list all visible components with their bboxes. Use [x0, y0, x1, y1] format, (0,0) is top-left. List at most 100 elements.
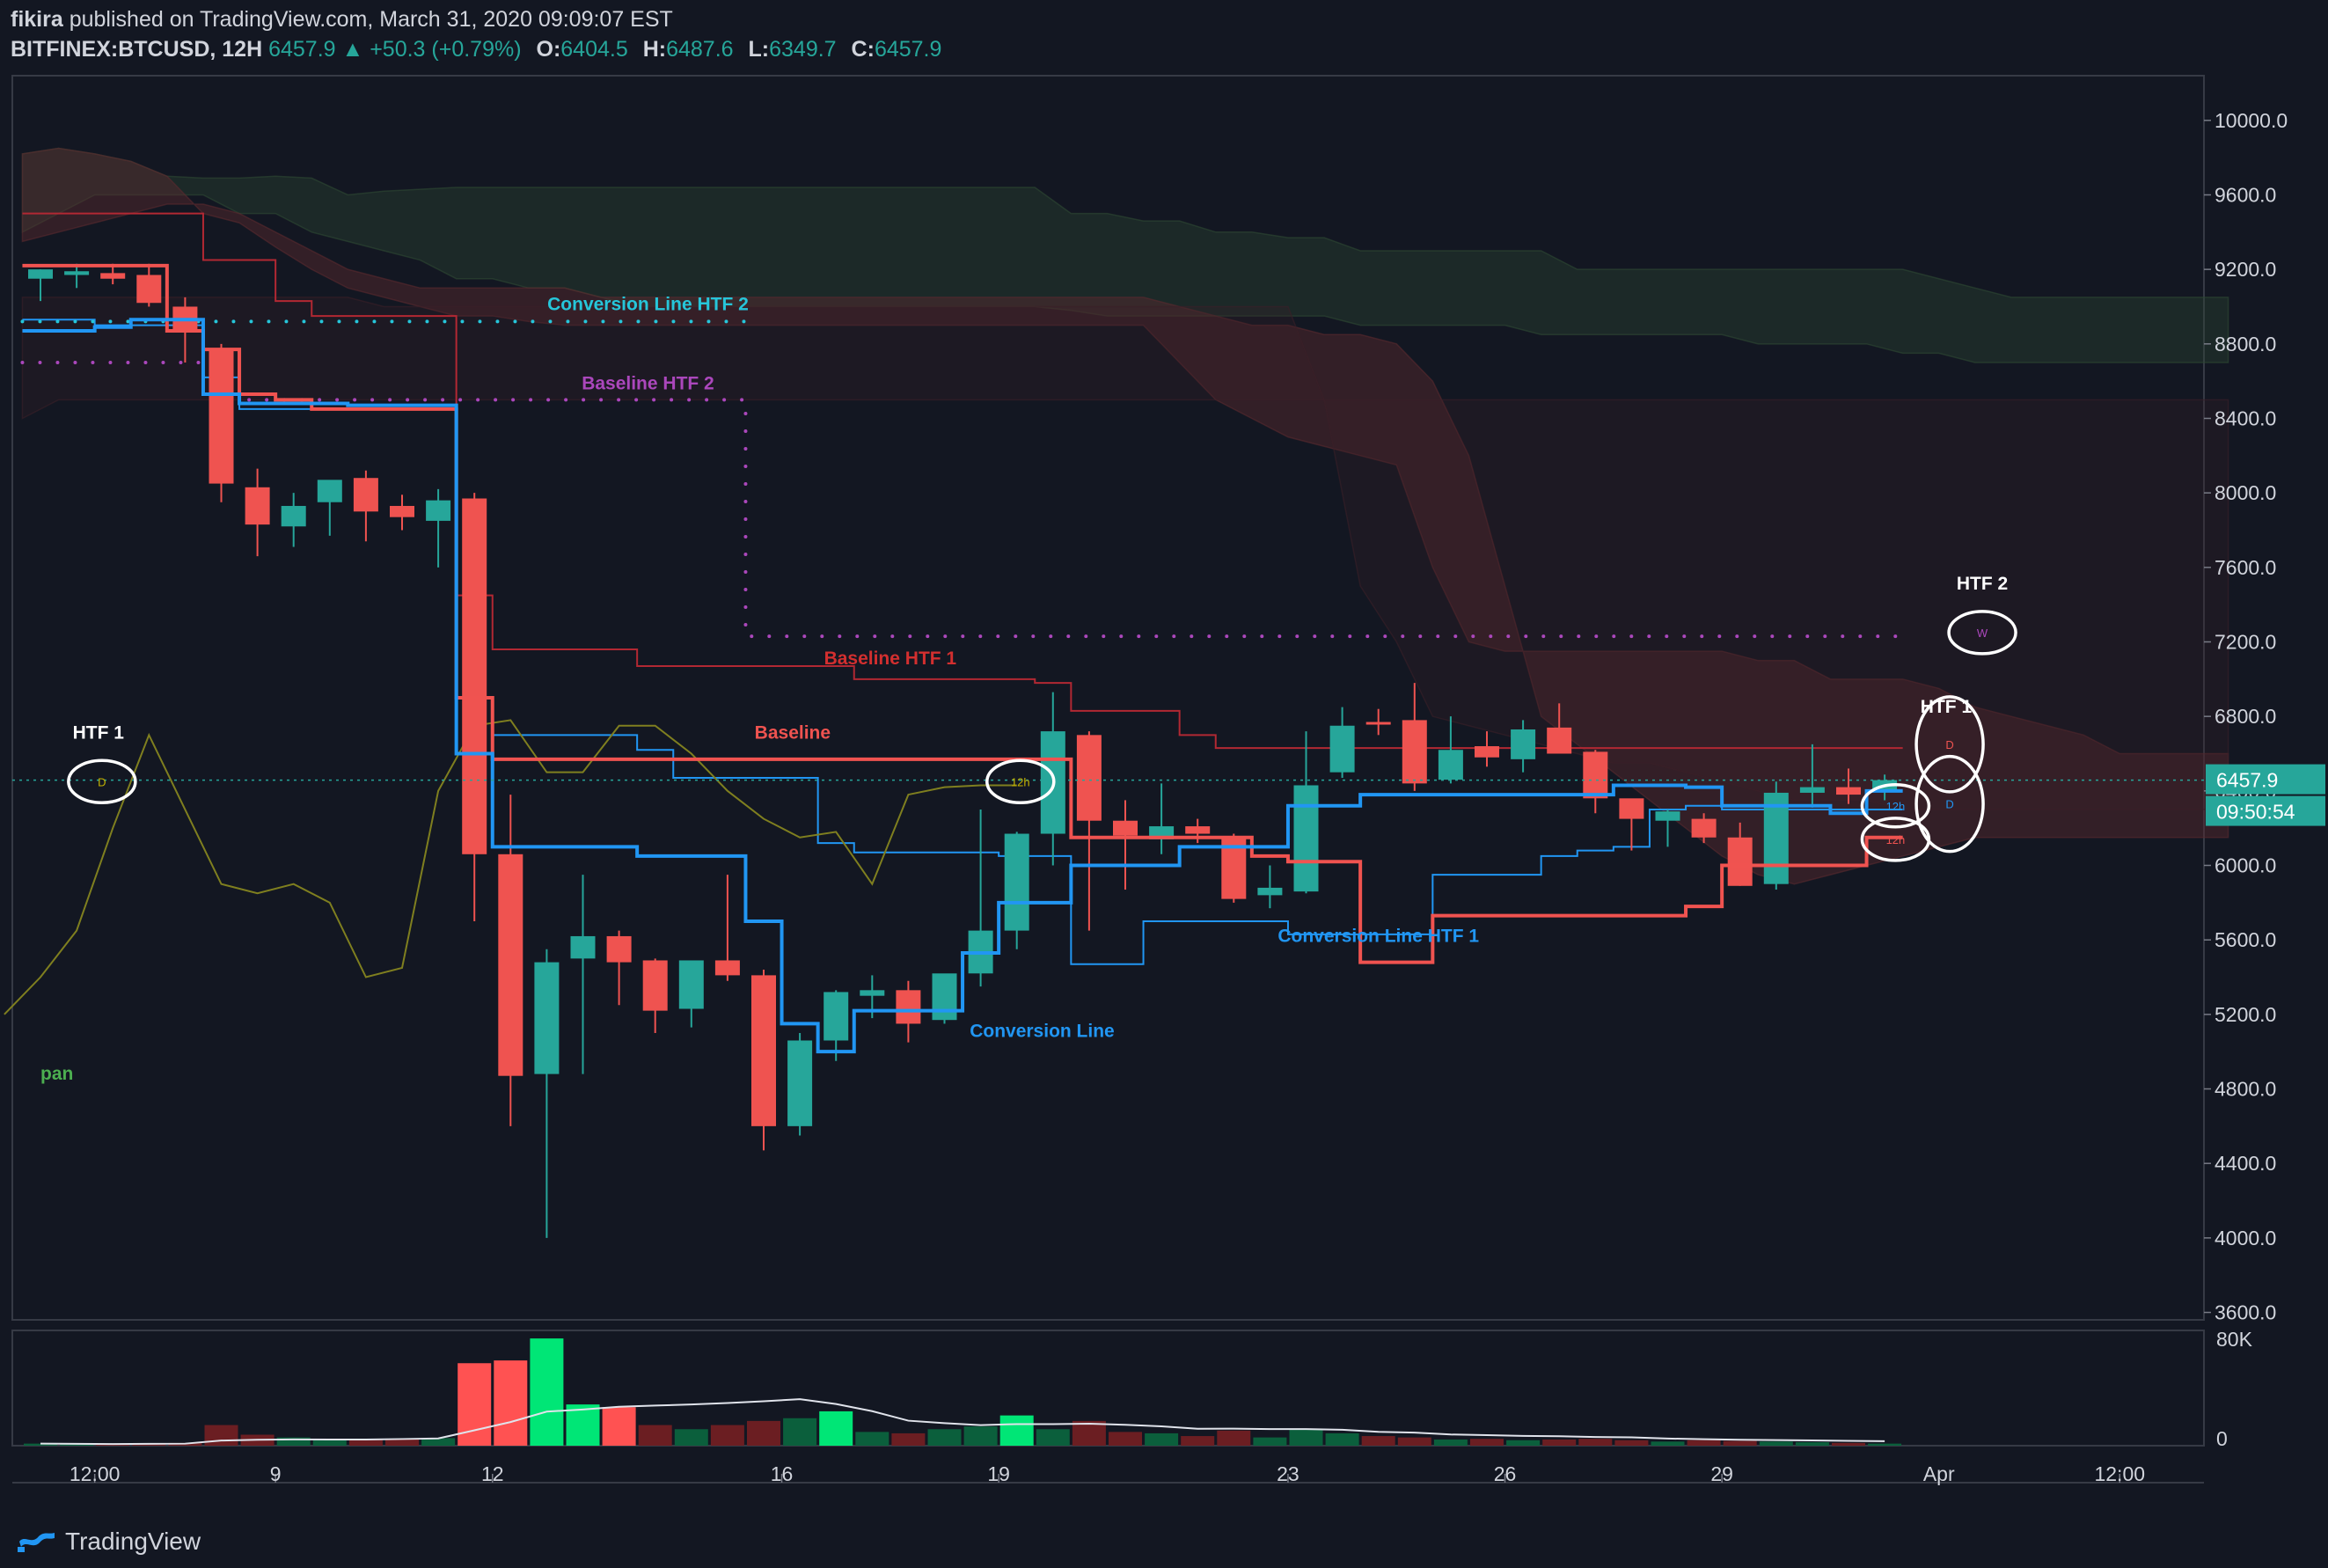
tradingview-footer[interactable]: TradingView	[16, 1528, 201, 1556]
candle-body	[1619, 798, 1644, 819]
baseline-htf2-line	[20, 360, 1905, 639]
candle-body	[1438, 750, 1463, 780]
baseline-line	[22, 263, 1903, 964]
candle	[1257, 865, 1283, 909]
candle-body	[714, 960, 740, 976]
candle	[1438, 716, 1463, 784]
volume-bar	[855, 1432, 889, 1446]
time-axis-label: 12:00	[2094, 1462, 2145, 1485]
time-axis-label: 26	[1494, 1462, 1517, 1485]
candle-body	[860, 990, 885, 996]
volume-bar	[891, 1432, 926, 1446]
volume-bar	[1506, 1440, 1541, 1446]
volume-bar	[710, 1425, 744, 1446]
chart-annotation-label: Baseline	[755, 723, 831, 744]
candle-body	[1655, 811, 1680, 821]
candle	[1655, 810, 1680, 847]
chart-annotation-label: Baseline HTF 2	[582, 374, 714, 394]
candle	[1691, 813, 1717, 844]
candle	[824, 990, 849, 1061]
volume-bar	[1181, 1436, 1215, 1446]
volume-bar	[1542, 1439, 1577, 1446]
candle-body	[353, 478, 378, 512]
volume-bar	[638, 1425, 672, 1446]
candle	[1076, 731, 1102, 931]
candle-body	[1583, 751, 1608, 799]
candle	[1004, 832, 1029, 949]
volume-bar	[1109, 1432, 1142, 1446]
volume-bar	[747, 1420, 780, 1446]
price-pane-frame	[11, 75, 2205, 1321]
high-label: H:	[642, 37, 667, 62]
cloud-htf1	[21, 297, 2229, 810]
candle	[1402, 683, 1427, 791]
author-name[interactable]: fikira	[11, 7, 63, 32]
candle	[1511, 720, 1536, 773]
htf-marker-circle	[1914, 695, 1985, 794]
volume-bar	[1433, 1439, 1468, 1446]
time-axis-label: 12:00	[70, 1462, 121, 1485]
volume-bar	[1036, 1429, 1070, 1446]
price-axis-label: 5200.0	[2215, 1003, 2276, 1026]
volume-bar	[348, 1439, 383, 1446]
candle	[245, 468, 270, 557]
volume-bar	[385, 1439, 419, 1446]
volume-bar	[24, 1443, 57, 1446]
chart-annotation-label: pan	[40, 1064, 73, 1084]
candle	[281, 493, 306, 547]
htf-marker-circle	[1914, 754, 1985, 854]
volume-bar	[494, 1360, 528, 1446]
candle-body	[1257, 887, 1283, 896]
candle-body	[1329, 725, 1355, 773]
htf-marker-circle	[1860, 817, 1931, 862]
time-axis-label: 16	[771, 1462, 794, 1485]
volume-axis-label: 0	[2216, 1427, 2228, 1450]
candle-body	[1402, 720, 1427, 784]
time-axis-label: 12	[481, 1462, 504, 1485]
candle	[64, 263, 90, 289]
candle	[896, 980, 921, 1043]
symbol-label[interactable]: BITFINEX:BTCUSD, 12H	[11, 37, 263, 62]
published-text: published on TradingView.com, March 31, …	[69, 7, 673, 32]
symbol-info-bar: BITFINEX:BTCUSD, 12H 6457.9 ▲ +50.3 (+0.…	[11, 37, 941, 62]
low-value: 6349.7	[769, 37, 837, 62]
price-axis-label: 7200.0	[2215, 630, 2276, 653]
candle	[1547, 703, 1572, 754]
candle-body	[245, 487, 270, 525]
volume-bar	[204, 1425, 238, 1446]
candle	[1583, 750, 1608, 814]
htf-marker-text: 12h	[1886, 833, 1906, 846]
candle	[1365, 708, 1391, 736]
price-axis-label: 9600.0	[2215, 183, 2276, 206]
candle-body	[1799, 787, 1825, 793]
candle-body	[64, 271, 90, 275]
candle	[1221, 833, 1247, 903]
candle	[1329, 707, 1355, 779]
volume-bar	[674, 1429, 708, 1446]
htf-marker-circle	[985, 758, 1056, 805]
volume-bar	[566, 1404, 600, 1446]
price-axis-label: 8400.0	[2215, 407, 2276, 429]
candle	[642, 958, 668, 1034]
open-value: 6404.5	[560, 37, 628, 62]
publish-info: fikira published on TradingView.com, Mar…	[11, 7, 673, 33]
candle-body	[896, 990, 921, 1024]
volume-bar	[927, 1429, 962, 1446]
candle	[678, 960, 704, 1028]
candle	[1293, 731, 1319, 894]
chart-annotation-label: HTF 2	[1957, 574, 2008, 594]
last-price: 6457.9	[268, 37, 336, 62]
open-label: O:	[536, 37, 561, 62]
volume-ma-line	[40, 1398, 1885, 1446]
candle	[1799, 744, 1825, 808]
candle-body	[824, 992, 849, 1041]
htf-marker-circle	[1860, 783, 1931, 829]
tradingview-brand: TradingView	[65, 1528, 201, 1555]
high-value: 6487.6	[666, 37, 734, 62]
chart-annotation-label: HTF 1	[73, 723, 125, 744]
candle-body	[498, 854, 523, 1076]
volume-bar	[1397, 1437, 1431, 1446]
low-label: L:	[748, 37, 770, 62]
candle-body	[1293, 785, 1319, 892]
